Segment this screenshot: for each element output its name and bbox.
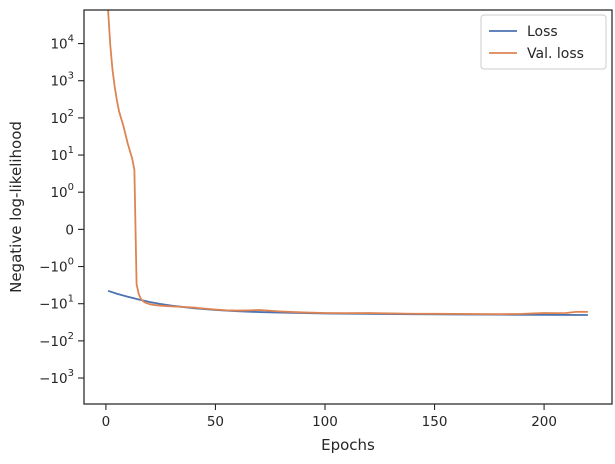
x-tick-label: 0 xyxy=(102,414,111,430)
y-tick-base: 10 xyxy=(50,37,67,53)
legend: Loss Val. loss xyxy=(480,14,607,70)
y-tick-label: 102 xyxy=(50,108,74,127)
y-tick-label: −100 xyxy=(39,257,74,276)
x-tick-label: 50 xyxy=(207,414,224,430)
y-tick-exponent: 0 xyxy=(68,257,74,268)
y-tick-label: 104 xyxy=(50,34,74,53)
y-tick-label: −103 xyxy=(39,368,74,387)
plot-area xyxy=(107,10,588,316)
y-tick-base: 0 xyxy=(65,222,74,238)
y-tick-exponent: 4 xyxy=(68,34,74,45)
legend-label: Val. loss xyxy=(527,46,584,62)
x-axis: 0 50 100 150 200 xyxy=(102,404,557,430)
x-tick-label: 200 xyxy=(531,414,557,430)
y-tick-exponent: 2 xyxy=(68,331,74,342)
legend-label: Loss xyxy=(527,24,558,40)
y-tick-exponent: 1 xyxy=(68,145,74,156)
axes-frame xyxy=(83,9,613,405)
y-tick-label: 101 xyxy=(50,145,74,164)
y-tick-exponent: 2 xyxy=(68,108,74,119)
legend-box xyxy=(480,14,607,70)
y-tick-base: −10 xyxy=(39,297,68,313)
y-tick-base: 10 xyxy=(50,185,67,201)
y-tick-base: −10 xyxy=(39,334,68,350)
y-tick-label: −101 xyxy=(39,294,74,313)
y-tick-label: 100 xyxy=(50,182,74,201)
y-tick-base: 10 xyxy=(50,111,67,127)
x-tick-label: 100 xyxy=(312,414,338,430)
y-tick-base: 10 xyxy=(50,148,67,164)
x-tick-label: 150 xyxy=(422,414,448,430)
y-tick-base: 10 xyxy=(50,74,67,90)
y-tick-base: −10 xyxy=(39,260,68,276)
y-tick-exponent: 3 xyxy=(68,71,74,82)
y-axis-label: Negative log-likelihood xyxy=(7,121,25,293)
y-tick-base: −10 xyxy=(39,371,68,387)
y-tick-label: 103 xyxy=(50,71,74,90)
series-line-val-loss xyxy=(107,10,588,316)
y-tick-label: −102 xyxy=(39,331,74,350)
y-tick-label: 0 xyxy=(65,222,74,238)
y-tick-exponent: 0 xyxy=(68,182,74,193)
x-axis-label: Epochs xyxy=(321,436,375,454)
y-tick-exponent: 3 xyxy=(68,368,74,379)
series-line-loss xyxy=(107,289,588,316)
y-tick-exponent: 1 xyxy=(68,294,74,305)
